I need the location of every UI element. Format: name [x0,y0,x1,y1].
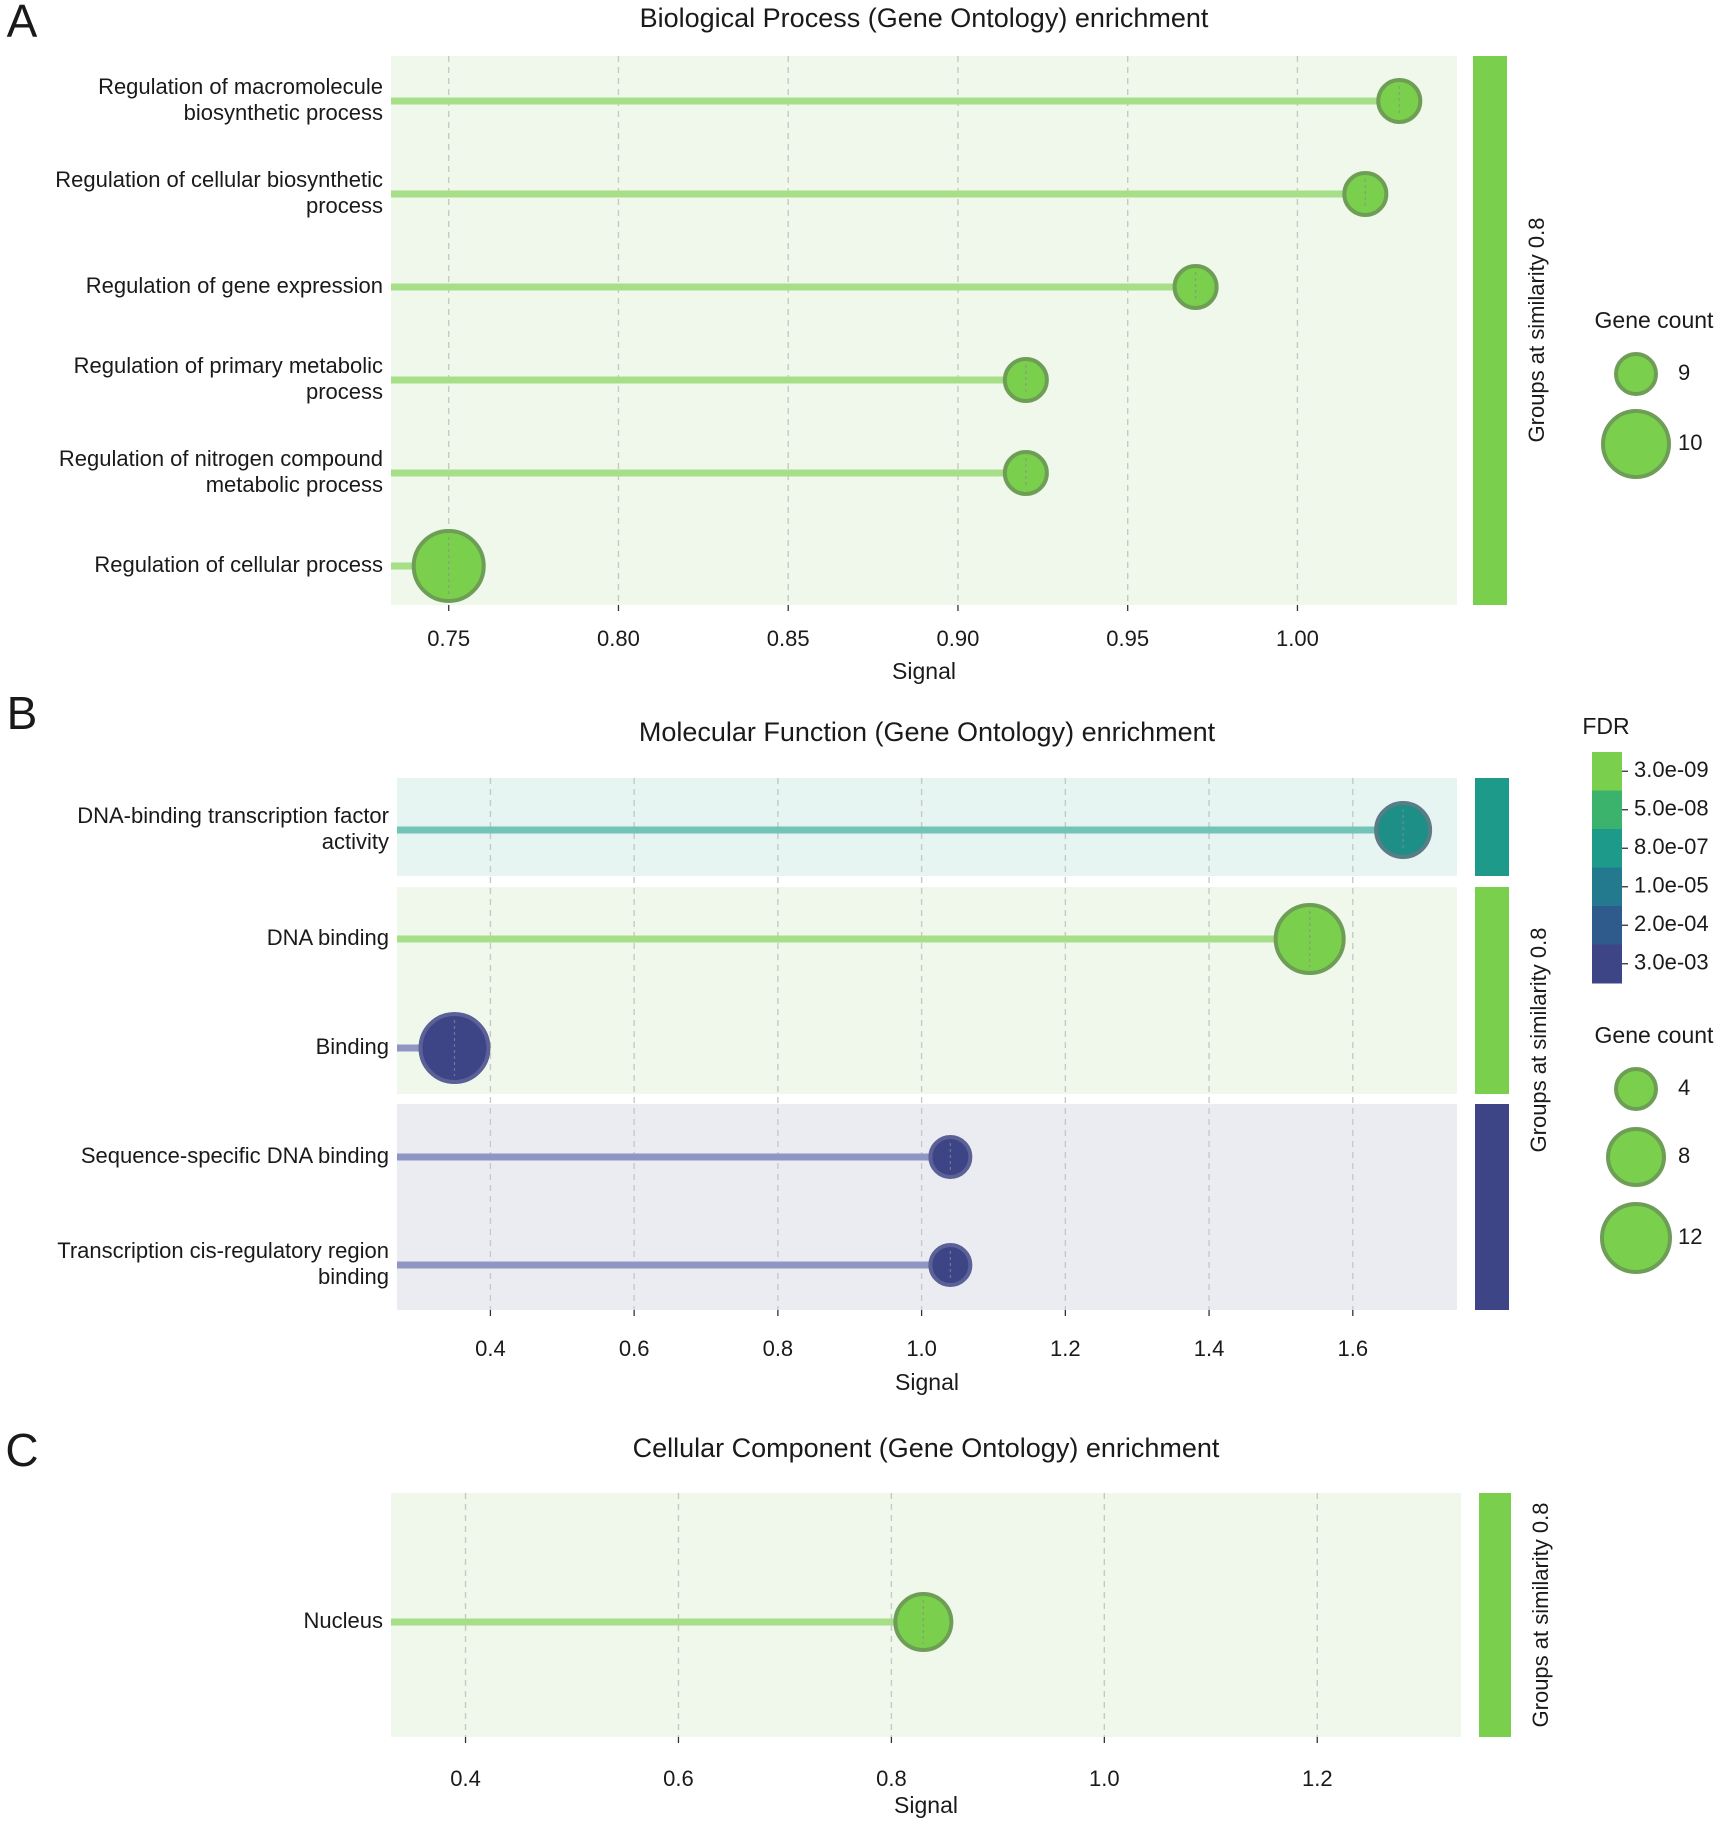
x-tick-label: 0.4 [475,1336,506,1361]
x-tick-label: 1.0 [906,1336,937,1361]
term-point [893,1592,954,1652]
x-tick-label: 0.80 [597,626,640,651]
x-tick-label: 0.6 [619,1336,650,1361]
legend-size-label: 10 [1678,430,1702,455]
term-label: process [306,379,383,404]
x-tick-label: 0.4 [450,1766,481,1791]
term-label: DNA-binding transcription factor [77,803,389,828]
chart-title: Cellular Component (Gene Ontology) enric… [633,1433,1220,1463]
term-label: Transcription cis-regulatory region [57,1238,389,1263]
fdr-label: 3.0e-03 [1634,950,1709,975]
term-label: Sequence-specific DNA binding [81,1143,389,1168]
term-label: Nucleus [304,1608,383,1633]
fdr-label: 8.0e-07 [1634,834,1709,859]
x-tick-label: 1.2 [1050,1336,1081,1361]
term-label: activity [322,829,389,854]
term-point [1273,903,1346,975]
x-tick-label: 0.75 [427,626,470,651]
panel-b: B Molecular Function (Gene Ontology) enri… [7,687,1551,1395]
chart-title: Molecular Function (Gene Ontology) enric… [639,717,1216,747]
x-tick-label: 1.6 [1337,1336,1368,1361]
term-label: Regulation of macromolecule [98,74,383,99]
fdr-color-swatch [1592,906,1622,945]
legend-size-swatch [1600,1202,1672,1274]
group-strip [1475,1104,1509,1310]
chart-title: Biological Process (Gene Ontology) enric… [640,3,1209,33]
x-tick-label: 0.8 [876,1766,907,1791]
legend-title: Gene count [1595,307,1715,333]
group-axis-label: Groups at similarity 0.8 [1526,928,1551,1153]
fdr-label: 1.0e-05 [1634,873,1709,898]
legend-size-label: 4 [1678,1075,1690,1100]
term-point [418,1012,491,1084]
term-label: Regulation of cellular biosynthetic [55,167,383,192]
term-label: process [306,193,383,218]
fdr-color-swatch [1592,790,1622,830]
x-tick-label: 0.90 [937,626,980,651]
panel-c: C Cellular Component (Gene Ontology) enri… [5,1424,1552,1818]
term-label: Regulation of primary metabolic [74,353,383,378]
term-label: DNA binding [267,925,389,950]
panel-letter: A [7,0,38,47]
x-tick-label: 0.95 [1106,626,1149,651]
x-tick-label: 1.00 [1276,626,1319,651]
group-strip [1475,778,1509,876]
panel-letter: C [5,1424,38,1476]
x-axis-label: Signal [895,1369,959,1395]
panel-letter: B [7,687,38,739]
term-label: binding [318,1264,389,1289]
fdr-color-swatch [1592,867,1622,907]
group-strip [1475,887,1509,1094]
term-point [411,529,486,603]
legend-size-label: 9 [1678,360,1690,385]
term-label: Regulation of cellular process [94,552,383,577]
fdr-label: 5.0e-08 [1634,796,1709,821]
group-band [397,1104,1457,1310]
fdr-label: 3.0e-09 [1634,757,1709,782]
fdr-color-swatch [1592,752,1622,791]
x-tick-label: 0.6 [663,1766,694,1791]
term-label: biosynthetic process [184,100,383,125]
term-label: Regulation of nitrogen compound [59,446,383,471]
x-axis-label: Signal [894,1792,958,1818]
legend-size-label: 8 [1678,1143,1690,1168]
x-tick-label: 1.0 [1089,1766,1120,1791]
fdr-legend-title: FDR [1582,713,1629,739]
group-strip [1473,56,1507,605]
fdr-color-swatch [1592,829,1622,868]
legend-size-swatch [1606,1127,1666,1187]
term-label: Regulation of gene expression [86,273,383,298]
group-axis-label: Groups at similarity 0.8 [1528,1503,1553,1728]
legend-size-swatch [1614,352,1658,396]
x-tick-label: 1.4 [1194,1336,1225,1361]
group-strip [1479,1493,1511,1737]
legend-title: Gene count [1595,1022,1715,1048]
group-band [391,56,1457,605]
legend-size-label: 12 [1678,1224,1702,1249]
x-tick-label: 1.2 [1302,1766,1333,1791]
legend-gene-count-a: Gene count 9 10 [1595,307,1715,479]
x-axis-label: Signal [892,658,956,684]
legend-size-swatch [1601,409,1671,479]
fdr-color-swatch [1592,944,1622,984]
term-label: Binding [316,1034,389,1059]
legend-size-swatch [1614,1067,1658,1111]
term-label: metabolic process [206,472,383,497]
x-tick-label: 0.8 [763,1336,794,1361]
fdr-label: 2.0e-04 [1634,911,1709,936]
x-tick-label: 0.85 [767,626,810,651]
panel-a: A Biological Process (Gene Ontology) enri… [7,0,1549,684]
group-axis-label: Groups at similarity 0.8 [1524,218,1549,443]
